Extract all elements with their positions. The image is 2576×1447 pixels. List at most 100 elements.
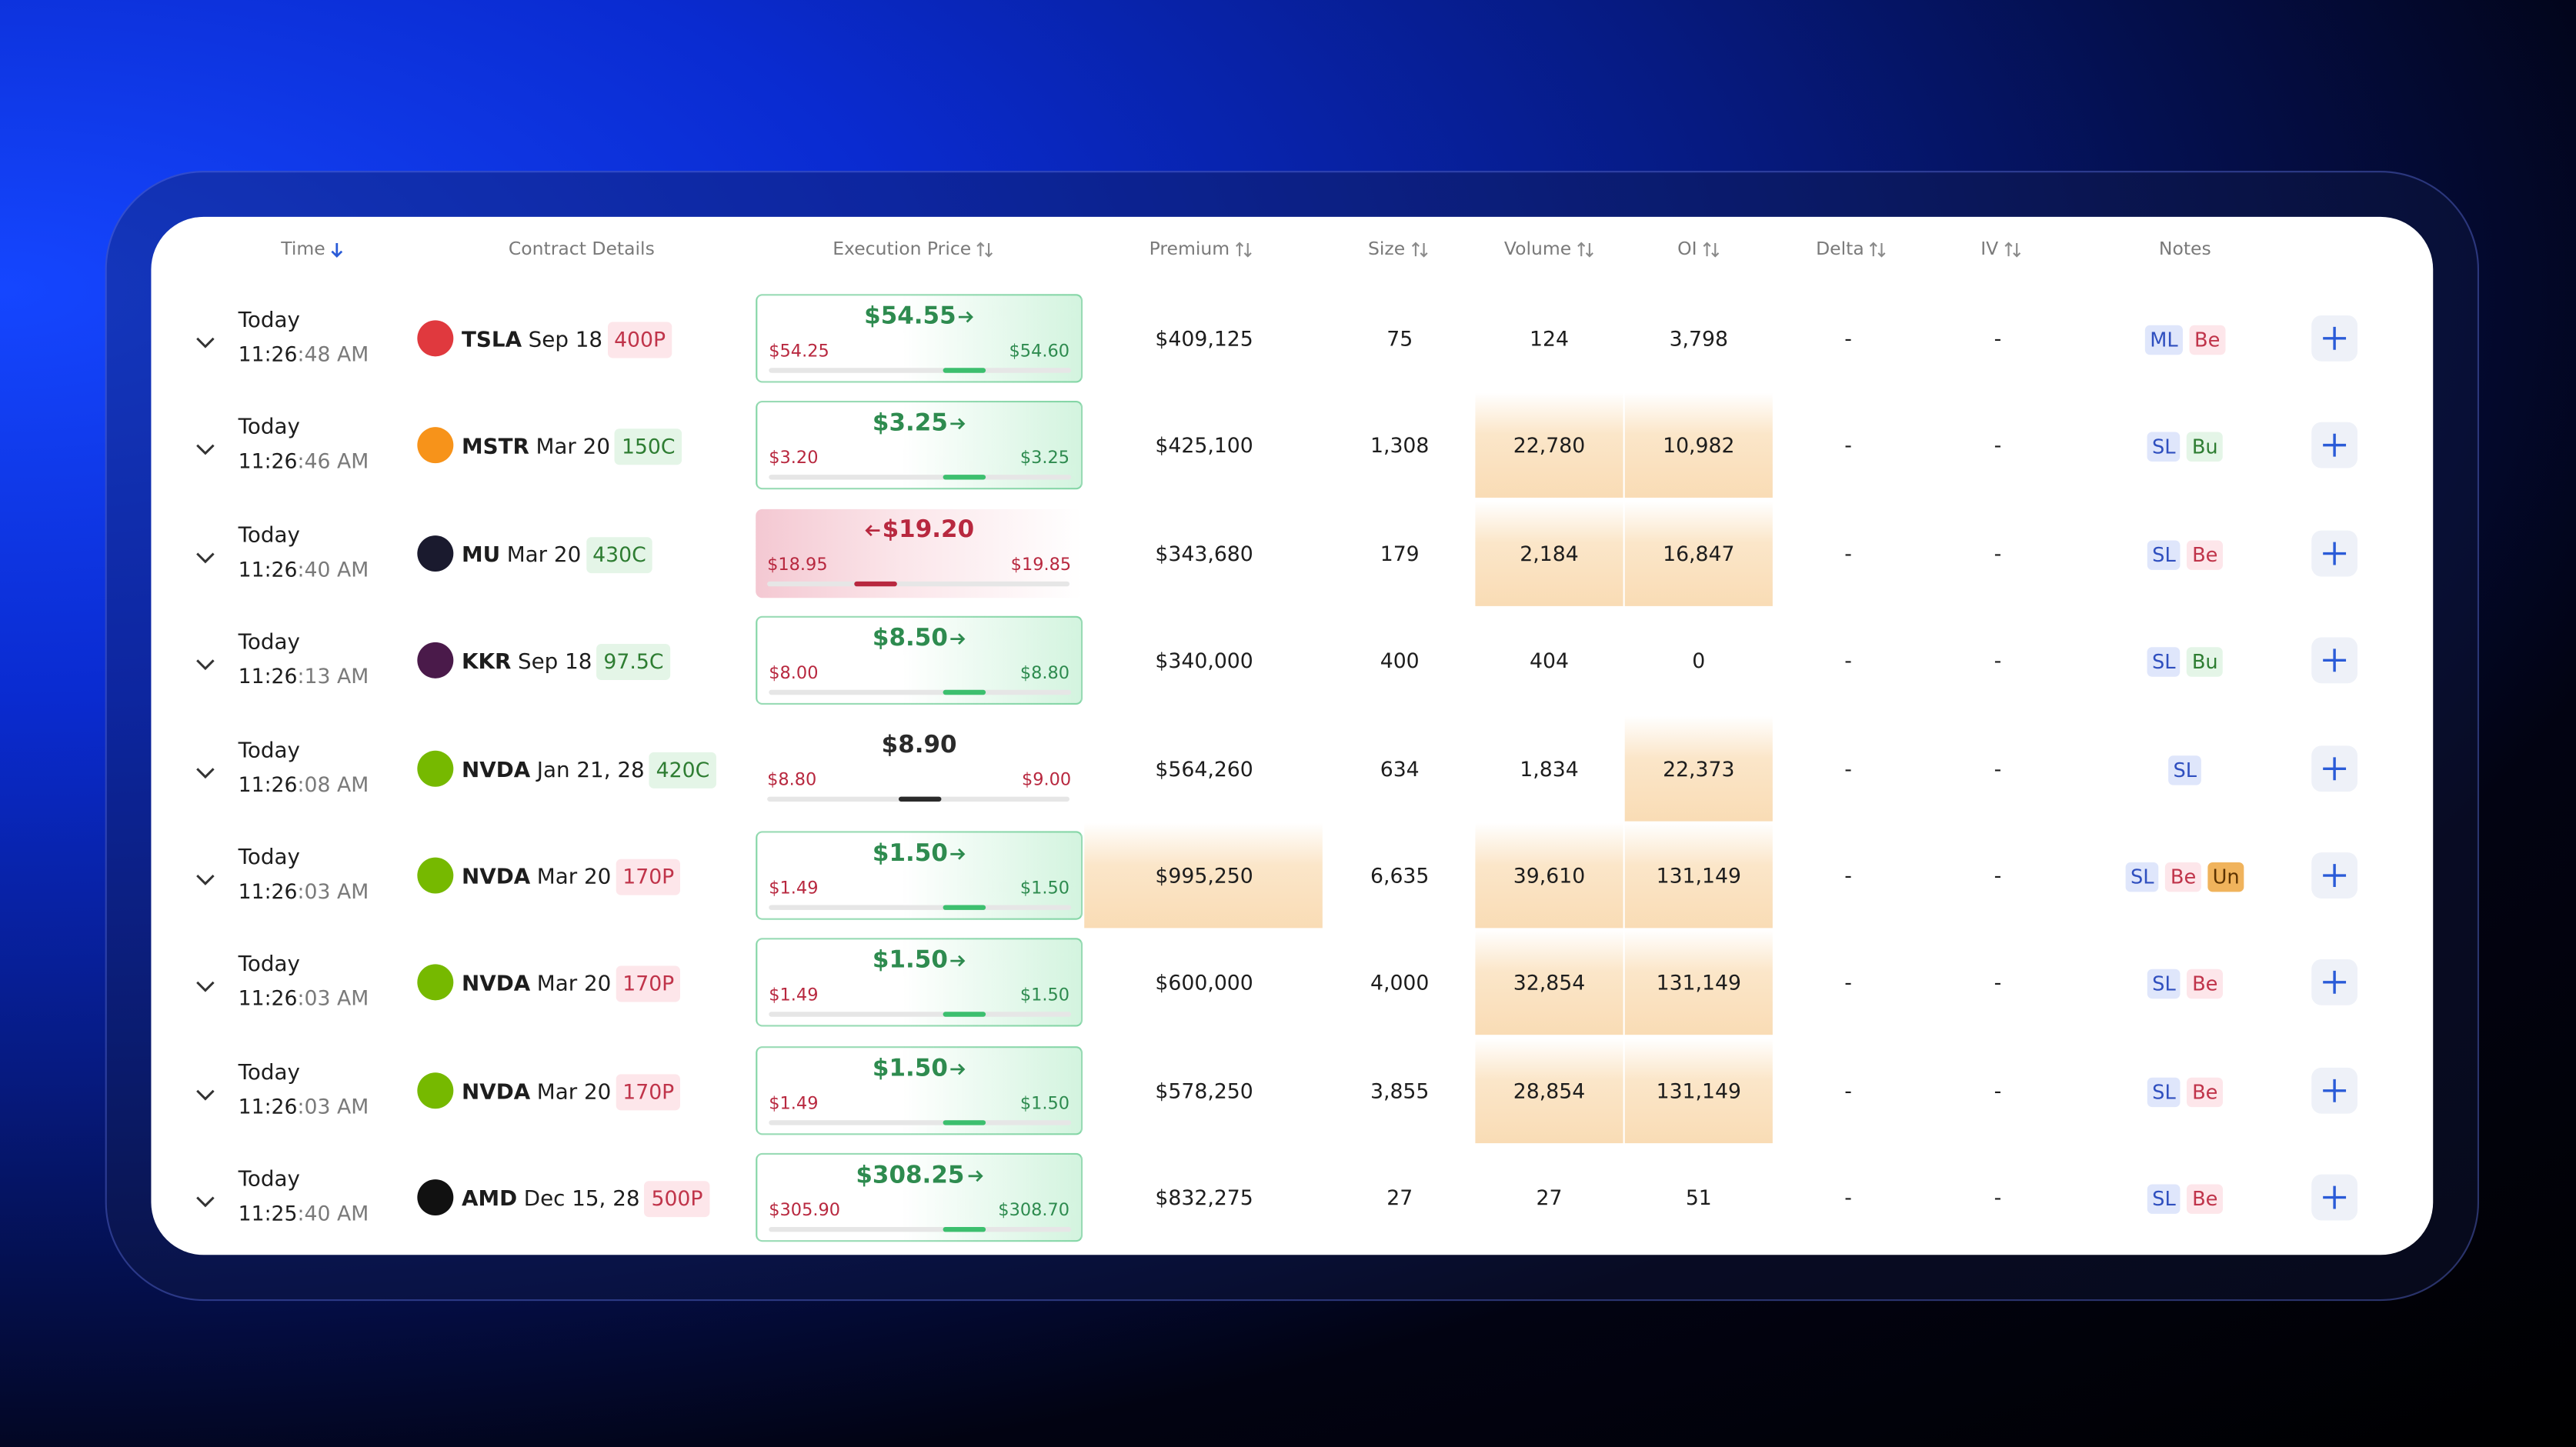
contract: KKR Sep 18 97.5C — [462, 644, 670, 681]
volume: 124 — [1530, 325, 1569, 351]
delta: - — [1844, 863, 1852, 889]
plus-icon — [2323, 542, 2347, 565]
arrow-icon — [951, 848, 966, 860]
volume: 32,854 — [1513, 970, 1586, 995]
oi: 3,798 — [1669, 325, 1729, 351]
strike: 170P — [616, 859, 681, 895]
expand-chevron[interactable] — [194, 1081, 217, 1112]
expand-chevron[interactable] — [194, 436, 217, 468]
add-button[interactable] — [2311, 315, 2358, 362]
column-header[interactable]: Premium — [1149, 238, 1253, 260]
note-tag: SL — [2125, 862, 2159, 892]
ticker-logo — [417, 1072, 454, 1109]
volume: 22,780 — [1513, 433, 1586, 458]
expand-chevron[interactable] — [194, 759, 217, 790]
time-main: 11:26 — [238, 664, 298, 689]
ticker: NVDA — [461, 865, 531, 891]
column-header[interactable]: Size — [1368, 238, 1428, 259]
time: 11:25:40 AM — [239, 1201, 369, 1225]
highlight-cell — [1475, 1038, 1623, 1143]
ticker-logo — [417, 320, 454, 357]
arrow-icon — [967, 1170, 983, 1182]
column-header-label: Time — [281, 238, 325, 260]
column-header[interactable]: Time — [281, 238, 343, 260]
premium: $578,250 — [1155, 1078, 1253, 1103]
column-header-label: Delta — [1816, 238, 1864, 260]
add-button[interactable] — [2311, 1175, 2358, 1221]
column-header-label: Execution Price — [833, 238, 972, 260]
add-button[interactable] — [2311, 530, 2358, 577]
size: 6,635 — [1370, 863, 1430, 889]
expiry: Sep 18 — [528, 328, 603, 354]
time-main: 11:26 — [238, 985, 298, 1011]
expand-chevron[interactable] — [194, 865, 217, 897]
arrow-icon — [951, 418, 966, 431]
notes: SL Be — [2144, 537, 2227, 570]
note-tag: Be — [2187, 969, 2223, 1000]
column-header[interactable]: Delta — [1816, 238, 1887, 260]
add-button[interactable] — [2311, 959, 2358, 1006]
highlight-cell — [1624, 1038, 1773, 1143]
highlight-cell — [1624, 500, 1773, 606]
column-header[interactable]: OI — [1677, 238, 1720, 259]
time: 11:26:03 AM — [239, 1094, 369, 1119]
column-header-label: Volume — [1503, 238, 1572, 260]
ticker: NVDA — [461, 758, 531, 783]
notes: SL Bu — [2144, 429, 2226, 462]
delta: - — [1844, 1185, 1852, 1210]
note-tag: ML — [2144, 325, 2184, 355]
execution-price: $54.55 $54.25 $54.60 — [756, 294, 1083, 383]
note-tag: Un — [2207, 862, 2245, 892]
notes: SL Bu — [2144, 644, 2226, 678]
bid: $8.80 — [767, 769, 817, 790]
ticker-logo — [417, 535, 454, 572]
ticker: MSTR — [461, 435, 529, 461]
sort-icon — [1870, 241, 1887, 257]
column-header[interactable]: Execution Price — [833, 238, 994, 260]
delta: - — [1844, 541, 1852, 566]
ticker: NVDA — [461, 972, 531, 998]
price-marker — [943, 368, 986, 373]
column-header-label: Premium — [1149, 238, 1230, 260]
ticker: NVDA — [461, 1080, 531, 1105]
expand-chevron[interactable] — [194, 1188, 217, 1219]
highlight-cell — [1624, 393, 1773, 498]
oi: 131,149 — [1656, 970, 1741, 995]
premium: $600,000 — [1155, 970, 1253, 995]
expand-chevron[interactable] — [194, 651, 217, 682]
price-track — [769, 1227, 1072, 1232]
strike: 170P — [616, 1073, 681, 1110]
price-marker — [943, 1227, 986, 1232]
iv: - — [1994, 648, 2002, 673]
column-header-label: Contract Details — [508, 238, 655, 260]
expand-chevron[interactable] — [194, 543, 217, 575]
size: 634 — [1380, 755, 1420, 781]
execution-price-value: $8.50 — [872, 625, 948, 653]
expand-chevron[interactable] — [194, 328, 217, 360]
column-header[interactable]: Volume — [1503, 238, 1594, 260]
execution-price-value: $19.20 — [882, 517, 975, 544]
column-header[interactable]: IV — [1980, 238, 2021, 259]
plus-icon — [2323, 1079, 2347, 1102]
notes: SL Be Un — [2122, 859, 2247, 892]
sort-icon — [977, 241, 993, 257]
time-seconds: :40 AM — [297, 1201, 369, 1226]
ticker-logo — [417, 749, 454, 786]
add-button[interactable] — [2311, 637, 2358, 684]
contract: NVDA Jan 21, 28 420C — [461, 752, 716, 789]
add-button[interactable] — [2311, 852, 2358, 899]
add-button[interactable] — [2311, 745, 2358, 792]
price-line: $54.55 — [864, 304, 974, 330]
plus-icon — [2323, 326, 2347, 350]
contract: MU Mar 20 430C — [462, 536, 653, 573]
arrow-icon — [951, 1063, 966, 1075]
arrow-icon — [959, 311, 974, 323]
add-button[interactable] — [2311, 1067, 2358, 1114]
expand-chevron[interactable] — [194, 973, 217, 1005]
ticker-logo — [417, 642, 454, 679]
price-line: $8.90 — [882, 732, 957, 758]
strike: 97.5C — [596, 644, 670, 681]
time: 11:26:40 AM — [239, 556, 369, 581]
oi: 131,149 — [1656, 1078, 1741, 1103]
add-button[interactable] — [2311, 422, 2358, 469]
